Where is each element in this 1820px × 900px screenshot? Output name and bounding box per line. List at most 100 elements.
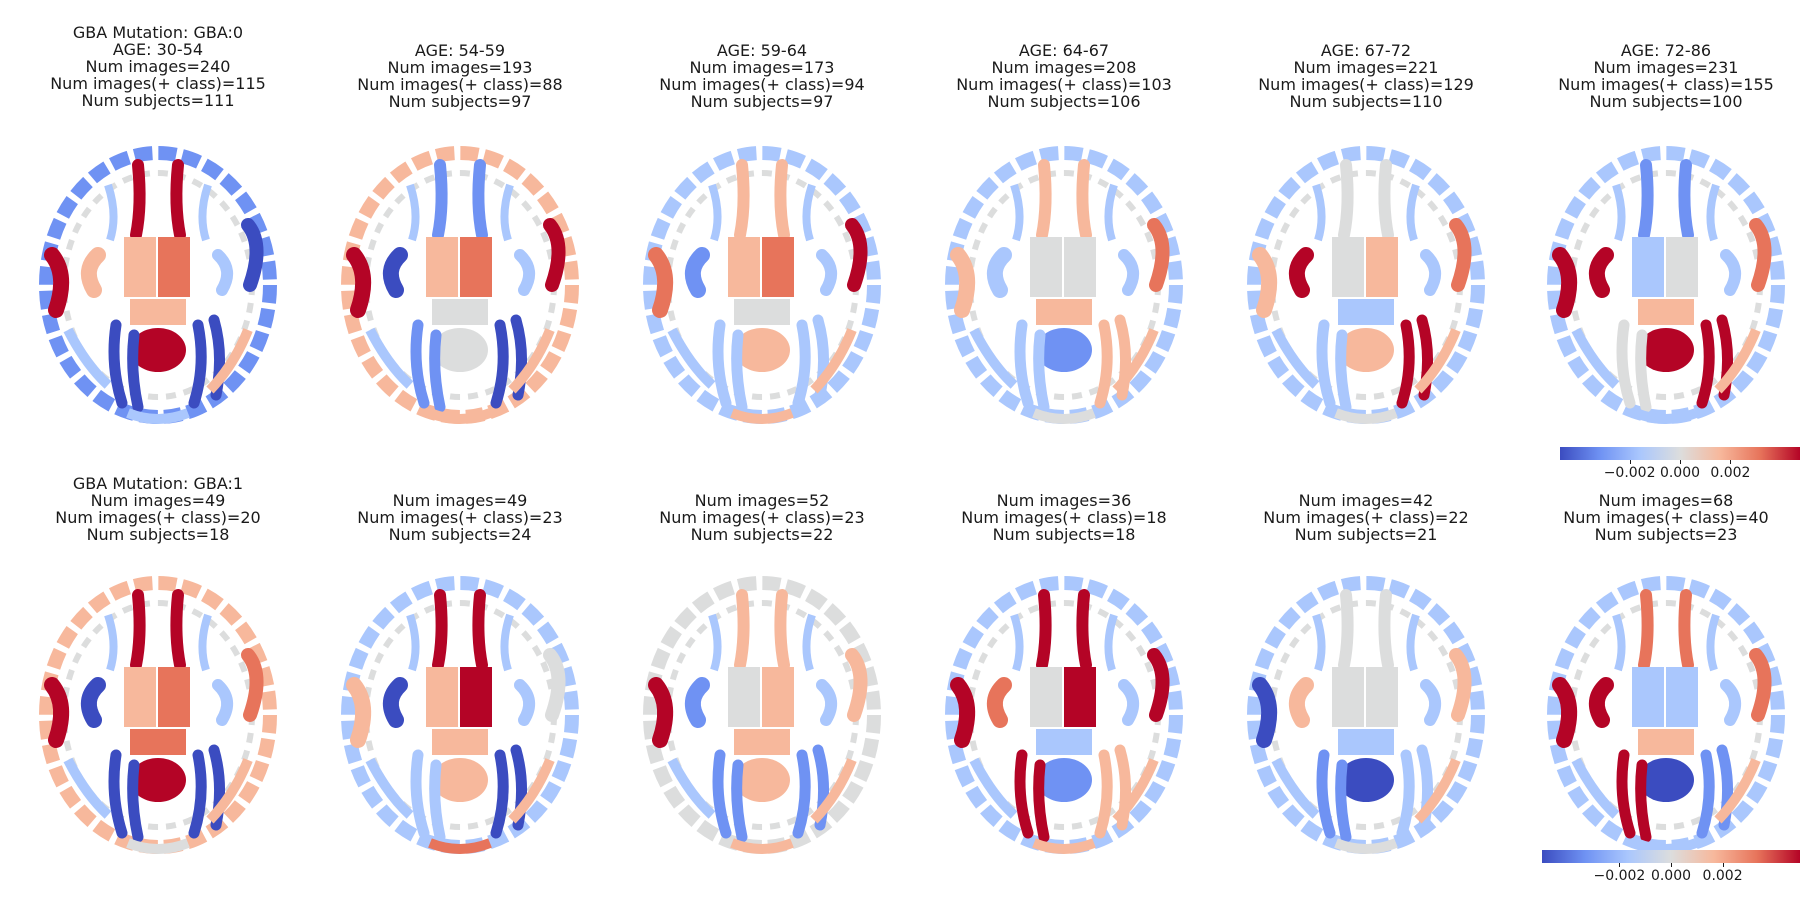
colorbar-tick-label: 0.002 [1702, 868, 1743, 884]
thalamus-right [158, 667, 190, 727]
posterior-gyri [1334, 408, 1398, 424]
panel-r1-c3: Num images=36 Num images(+ class)=18 Num s… [914, 492, 1214, 543]
frontal-gyri [1338, 589, 1394, 671]
midbrain [734, 299, 790, 325]
brain-slice [945, 146, 1183, 424]
insula-right [514, 249, 536, 296]
insula-right [212, 679, 234, 726]
insula-left [986, 677, 1012, 728]
lateral-gyri-left [1271, 327, 1320, 389]
frontal-gyri [1338, 159, 1394, 241]
panel-title-line: AGE: 72-86 [1620, 41, 1712, 60]
panel-r0-c2: AGE: 59-64 Num images=173 Num images(+ cla… [612, 42, 912, 110]
lateral-gyri-right [206, 758, 253, 824]
midbrain [1338, 729, 1394, 755]
panel-title-line: Num subjects=111 [81, 91, 235, 110]
insula-left [1288, 247, 1314, 298]
thalamus-right [1064, 237, 1096, 297]
lateral-gyri-left [667, 757, 716, 819]
temporal-left [1252, 677, 1278, 748]
thalamus-left [1332, 667, 1364, 727]
brain-slice [643, 576, 881, 854]
frontal-gyri [1638, 589, 1694, 671]
insula-left [382, 247, 408, 298]
posterior-gyri [730, 408, 794, 424]
panel-title-line: Num subjects=24 [388, 525, 532, 544]
panel-r1-c0: GBA Mutation: GBA:1 Num images=49 Num imag… [8, 475, 308, 543]
midbrain [1338, 299, 1394, 325]
panel-title-line: Num images=173 [689, 58, 835, 77]
thalamus-left [1030, 667, 1062, 727]
temporal-right [1749, 648, 1772, 722]
cortex-ring [1247, 146, 1485, 424]
lateral-gyri-right [1714, 328, 1761, 394]
occipital-left [410, 749, 446, 843]
frontal-gyri [734, 589, 790, 671]
cerebellum [1036, 758, 1092, 802]
panel-title-line: Num images(+ class)=18 [961, 508, 1167, 527]
panel-title-line: Num subjects=97 [690, 92, 834, 111]
temporal-left [44, 247, 70, 318]
temporal-right [241, 648, 264, 722]
temporal-left [346, 677, 372, 748]
temporal-left [44, 677, 70, 748]
colorbar-tick-mark [1680, 460, 1681, 464]
colorbar: −0.002 0.000 0.002 [1542, 850, 1800, 890]
lateral-gyri-right [206, 328, 253, 394]
insula-left [1288, 677, 1314, 728]
posterior-gyri [1634, 408, 1698, 424]
panel-title-line: Num images(+ class)=22 [1263, 508, 1469, 527]
thalamus-left [1332, 237, 1364, 297]
insula-right [1420, 679, 1442, 726]
insula-left [986, 247, 1012, 298]
frontal-gyri [432, 589, 488, 671]
panel-title-line: Num subjects=21 [1294, 525, 1438, 544]
panel-title-line: AGE: 30-54 [112, 40, 204, 59]
frontal-gyri [1036, 589, 1092, 671]
panel-title-line: Num subjects=18 [992, 525, 1136, 544]
lateral-gyri-right [508, 328, 555, 394]
cerebellum [130, 758, 186, 802]
midbrain [734, 729, 790, 755]
colorbar-tick-label: 0.000 [1650, 868, 1692, 884]
thalamus-left [1632, 237, 1664, 297]
panel-r1-c4: Num images=42 Num images(+ class)=22 Num s… [1216, 492, 1516, 543]
brain-slice [1247, 146, 1485, 424]
panel-title-line: AGE: 54-59 [414, 41, 506, 60]
insula-left [684, 247, 710, 298]
colorbar-tick-label: 0.002 [1710, 465, 1751, 481]
temporal-left [950, 677, 976, 748]
colorbar-tick-label: 0.000 [1659, 465, 1701, 481]
frontal-lateral-gyri [104, 613, 212, 672]
colorbar-gradient [1560, 447, 1800, 460]
temporal-right [1449, 648, 1472, 722]
panel-title-line: GBA Mutation: GBA:1 [72, 474, 244, 493]
cerebellum [1036, 328, 1092, 372]
frontal-lateral-gyri [1010, 613, 1118, 672]
insula-left [80, 677, 106, 728]
occipital-left [1014, 749, 1050, 843]
colorbar: −0.002 0.000 0.002 [1560, 447, 1800, 487]
thalamus-left [426, 667, 458, 727]
posterior-gyri [126, 838, 190, 854]
colorbar-gradient [1542, 850, 1800, 863]
panel-r1-c1: Num images=49 Num images(+ class)=23 Num s… [310, 492, 610, 543]
occipital-left [712, 749, 748, 843]
colorbar-tick-label: −0.002 [1603, 465, 1656, 481]
thalamus-right [1366, 667, 1398, 727]
frontal-lateral-gyri [406, 183, 514, 242]
insula-left [1588, 247, 1614, 298]
cortex-ring [341, 576, 579, 854]
panel-r0-c3: AGE: 64-67 Num images=208 Num images(+ cla… [914, 42, 1214, 110]
lateral-gyri-left [969, 327, 1018, 389]
midbrain [432, 299, 488, 325]
temporal-right [543, 648, 566, 722]
panel-title-line: Num images(+ class)=129 [1258, 75, 1474, 94]
panel-title-line: Num images(+ class)=20 [55, 508, 261, 527]
temporal-left [346, 247, 372, 318]
panel-title-line: Num images=52 [694, 491, 830, 510]
thalamus-right [1064, 667, 1096, 727]
midbrain [1036, 729, 1092, 755]
temporal-right [241, 218, 264, 292]
